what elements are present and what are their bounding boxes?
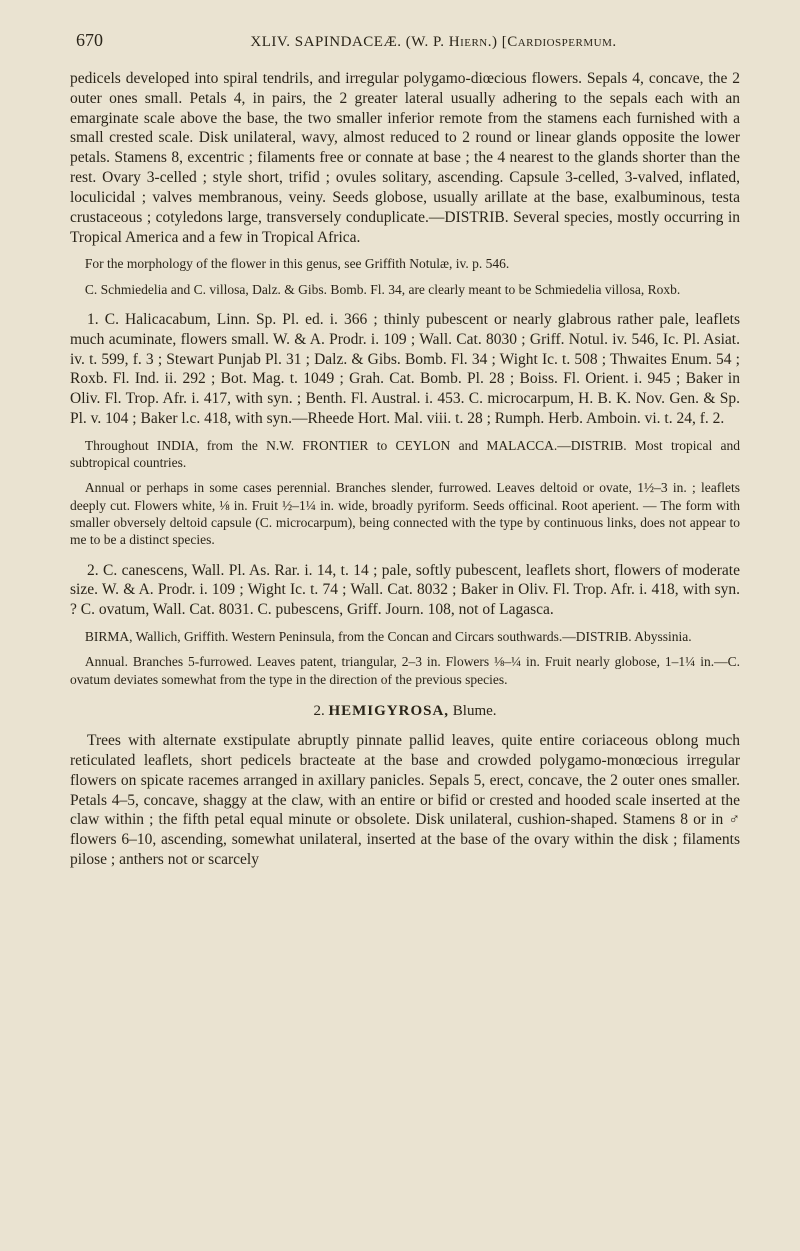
page: 670 XLIV. SAPINDACEÆ. (W. P. Hiern.) [Ca… — [0, 0, 800, 1251]
species-1-block: 1. C. Halicacabum, Linn. Sp. Pl. ed. i. … — [70, 310, 740, 549]
species-1-head: 1. C. Halicacabum, Linn. Sp. Pl. ed. i. … — [70, 310, 740, 429]
morphology-note: For the morphology of the flower in this… — [70, 255, 740, 272]
species-1-description: Annual or perhaps in some cases perennia… — [70, 479, 740, 548]
synonym-note: C. Schmiedelia and C. villosa, Dalz. & G… — [70, 281, 740, 298]
genus-2-heading: 2. HEMIGYROSA, Blume. — [70, 702, 740, 721]
species-2-distrib: BIRMA, Wallich, Griffith. Western Penins… — [70, 628, 740, 645]
page-header: 670 XLIV. SAPINDACEÆ. (W. P. Hiern.) [Ca… — [70, 30, 740, 51]
species-2-description: Annual. Branches 5-furrowed. Leaves pate… — [70, 653, 740, 688]
species-1-distrib: Throughout INDIA, from the N.W. FRONTIER… — [70, 437, 740, 472]
genus-2-number: 2. — [313, 703, 324, 719]
genus-2-block: Trees with alternate exstipulate abruptl… — [70, 731, 740, 870]
genus-2-author: Blume. — [453, 703, 497, 719]
running-head: XLIV. SAPINDACEÆ. (W. P. Hiern.) [Cardio… — [103, 34, 734, 51]
species-2-block: 2. C. canescens, Wall. Pl. As. Rar. i. 1… — [70, 561, 740, 688]
genus-2-description: Trees with alternate exstipulate abruptl… — [70, 731, 740, 870]
genus-intro-paragraph: pedicels developed into spiral tendrils,… — [70, 69, 740, 247]
page-number: 670 — [76, 30, 103, 51]
genus-2-name: HEMIGYROSA, — [328, 703, 449, 719]
genus-intro-block: pedicels developed into spiral tendrils,… — [70, 69, 740, 298]
species-2-head: 2. C. canescens, Wall. Pl. As. Rar. i. 1… — [70, 561, 740, 620]
